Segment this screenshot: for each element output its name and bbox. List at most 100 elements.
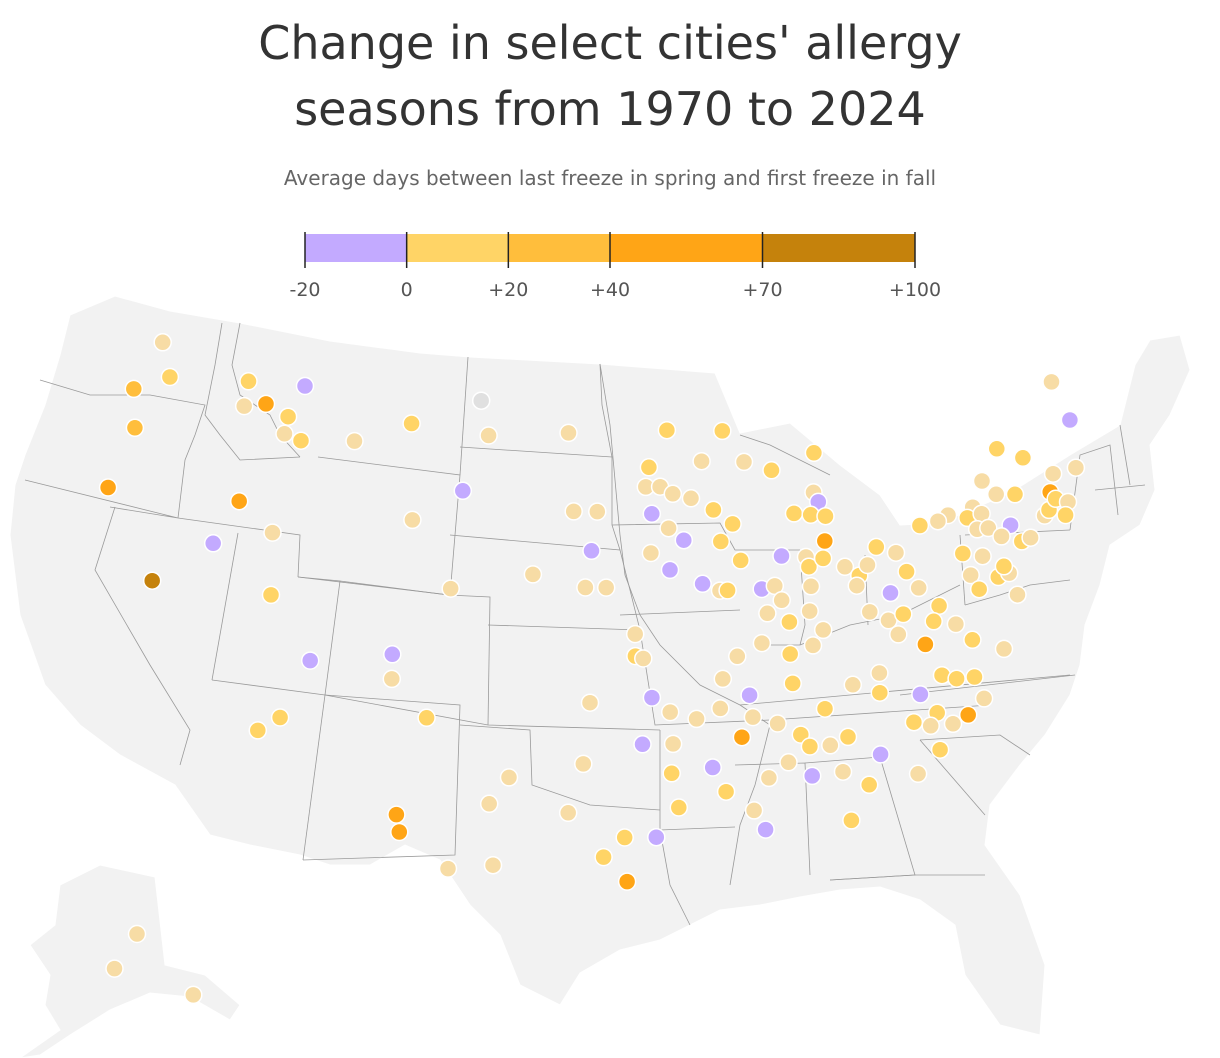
city-dot[interactable] <box>642 688 662 707</box>
city-dot[interactable] <box>105 959 124 978</box>
city-dot[interactable] <box>815 531 835 551</box>
city-dot[interactable] <box>800 601 819 621</box>
city-dot[interactable] <box>916 635 935 654</box>
city-dot[interactable] <box>596 578 616 597</box>
city-dot[interactable] <box>821 736 840 755</box>
city-dot[interactable] <box>835 557 855 577</box>
city-dot[interactable] <box>1042 372 1061 392</box>
city-dot[interactable] <box>382 669 402 689</box>
city-dot[interactable] <box>843 675 863 695</box>
city-dot[interactable] <box>784 504 804 523</box>
city-dot[interactable] <box>160 367 180 387</box>
city-dot[interactable] <box>743 707 763 727</box>
city-dot[interactable] <box>961 565 980 585</box>
city-dot[interactable] <box>780 612 799 632</box>
city-dot[interactable] <box>752 633 772 653</box>
city-dot[interactable] <box>295 376 315 396</box>
city-dot[interactable] <box>124 379 144 399</box>
city-dot[interactable] <box>704 500 723 520</box>
city-dot[interactable] <box>894 604 913 624</box>
city-dot[interactable] <box>479 794 499 814</box>
city-dot[interactable] <box>663 734 683 754</box>
city-dot[interactable] <box>564 502 583 521</box>
city-dot[interactable] <box>558 803 578 823</box>
city-dot[interactable] <box>716 782 736 801</box>
city-dot[interactable] <box>972 471 992 491</box>
city-dot[interactable] <box>910 516 930 535</box>
city-dot[interactable] <box>772 591 791 610</box>
city-dot[interactable] <box>1066 458 1086 477</box>
city-dot[interactable] <box>713 421 732 441</box>
city-dot[interactable] <box>928 511 948 531</box>
city-dot[interactable] <box>660 702 680 722</box>
city-dot[interactable] <box>801 577 821 596</box>
city-dot[interactable] <box>779 753 798 772</box>
city-dot[interactable] <box>963 630 982 650</box>
city-dot[interactable] <box>300 651 320 670</box>
city-dot[interactable] <box>471 391 491 410</box>
city-dot[interactable] <box>263 523 282 542</box>
city-dot[interactable] <box>815 699 835 718</box>
city-dot[interactable] <box>633 735 652 754</box>
city-dot[interactable] <box>908 764 928 784</box>
city-dot[interactable] <box>870 663 889 683</box>
city-dot[interactable] <box>270 708 290 727</box>
city-dot[interactable] <box>1008 585 1027 604</box>
city-dot[interactable] <box>153 333 172 352</box>
city-dot[interactable] <box>417 708 436 728</box>
city-dot[interactable] <box>986 485 1006 504</box>
city-dot[interactable] <box>703 758 722 777</box>
city-dot[interactable] <box>909 578 928 598</box>
city-dot[interactable] <box>859 775 879 795</box>
city-dot[interactable] <box>813 549 833 568</box>
city-dot[interactable] <box>1005 485 1025 504</box>
city-dot[interactable] <box>588 502 607 521</box>
city-dot[interactable] <box>390 822 409 842</box>
city-dot[interactable] <box>239 372 258 391</box>
city-dot[interactable] <box>992 527 1011 546</box>
city-dot[interactable] <box>642 504 662 524</box>
city-dot[interactable] <box>659 518 678 538</box>
city-dot[interactable] <box>711 699 730 718</box>
city-dot[interactable] <box>438 859 458 878</box>
city-dot[interactable] <box>723 514 742 534</box>
city-dot[interactable] <box>759 768 779 788</box>
city-dot[interactable] <box>987 439 1007 459</box>
city-dot[interactable] <box>234 396 254 416</box>
city-dot[interactable] <box>403 510 422 530</box>
city-dot[interactable] <box>802 766 822 786</box>
city-dot[interactable] <box>803 636 823 655</box>
city-dot[interactable] <box>889 625 908 644</box>
city-dot[interactable] <box>657 420 677 440</box>
city-dot[interactable] <box>580 693 600 712</box>
city-dot[interactable] <box>870 683 890 702</box>
city-dot[interactable] <box>740 685 759 705</box>
city-dot[interactable] <box>693 574 712 594</box>
city-dot[interactable] <box>973 546 992 566</box>
city-dot[interactable] <box>383 645 402 664</box>
city-dot[interactable] <box>756 820 775 839</box>
city-dot[interactable] <box>142 571 162 590</box>
city-dot[interactable] <box>929 596 949 616</box>
city-dot[interactable] <box>125 418 145 438</box>
city-dot[interactable] <box>886 543 906 562</box>
city-dot[interactable] <box>617 872 637 891</box>
city-dot[interactable] <box>559 423 578 443</box>
city-dot[interactable] <box>965 667 984 687</box>
city-dot[interactable] <box>441 579 460 598</box>
city-dot[interactable] <box>860 602 880 622</box>
city-dot[interactable] <box>979 518 998 538</box>
city-dot[interactable] <box>924 612 943 631</box>
city-dot[interactable] <box>523 565 543 584</box>
city-dot[interactable] <box>483 855 503 875</box>
city-dot[interactable] <box>681 489 701 508</box>
city-dot[interactable] <box>660 560 680 580</box>
city-dot[interactable] <box>946 614 966 634</box>
city-dot[interactable] <box>897 562 916 581</box>
city-dot[interactable] <box>345 431 364 451</box>
city-dot[interactable] <box>744 801 764 820</box>
city-dot[interactable] <box>127 924 147 944</box>
city-dot[interactable] <box>713 669 733 689</box>
city-dot[interactable] <box>772 546 791 566</box>
city-dot[interactable] <box>687 709 706 729</box>
